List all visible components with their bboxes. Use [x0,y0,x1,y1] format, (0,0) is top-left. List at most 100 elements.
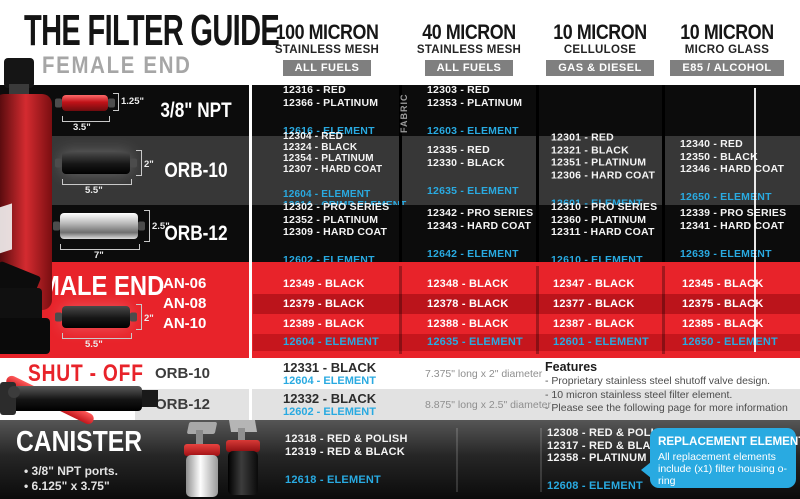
element-stripe: 12604 - ELEMENT 12635 - ELEMENT 12601 - … [253,334,800,351]
canister-body-black [228,451,258,495]
column-divider [536,85,539,262]
shutoff-parts-orb10: 12331 - BLACK 12604 - ELEMENT [283,360,377,388]
element-numbers: 12639 - ELEMENT [680,247,772,260]
parts-cell: 12302 - PRO SERIES 12352 - PLATINUM 1230… [283,188,389,279]
part-number: 12388 - BLACK [427,318,509,330]
column-micron-label: 40 MICRON [422,21,516,44]
orb12-filter-thumb [60,213,138,239]
column-divider [540,428,542,492]
callout-title: REPLACEMENT ELEMENTS [658,434,800,448]
part-numbers: 12339 - PRO SERIES 12341 - HARD COAT [680,207,787,232]
npt-filter-thumb [62,95,108,111]
female-end-heading: FEMALE END [42,52,192,79]
orb10-filter-thumb [62,152,130,174]
row-label-an10: AN-10 [163,315,207,332]
parts-cell: 12310 - PRO SERIES 12360 - PLATINUM 1231… [551,188,657,279]
length-dim-line [62,333,132,339]
parts-cell: 12342 - PRO SERIES 12343 - HARD COAT 126… [427,195,533,273]
part-number: 12387 - BLACK [553,318,635,330]
canister-cap-red [226,440,260,452]
an06-stripe: 12349 - BLACK 12348 - BLACK 12347 - BLAC… [253,274,800,294]
features-heading: Features [545,360,598,374]
column-divider [399,266,402,354]
shut-off-heading: SHUT - OFF [28,360,144,387]
column-micron-label: 10 MICRON [680,21,774,44]
element-number: 12601 - ELEMENT [553,336,649,348]
element-numbers: 12650 - ELEMENT [680,190,772,203]
parts-cell: 12316 - RED 12366 - PLATINUM 12616 - ELE… [283,72,378,150]
row-label: ORB-12 [164,221,228,245]
element-number: 12604 - ELEMENT [283,336,379,348]
element-numbers: 12603 - ELEMENT [427,124,519,137]
element-numbers: 12635 - ELEMENT [427,184,519,197]
column-divider [662,266,665,354]
element-number: 12602 - ELEMENT [283,406,376,418]
part-number: 12331 - BLACK [283,360,377,375]
canister-stem [196,430,203,446]
part-numbers: 12301 - RED 12321 - BLACK 12351 - PLATIN… [551,131,656,182]
column-divider [662,85,665,262]
height-dim: 1.25" [121,96,144,107]
length-dim: 3.5" [73,122,91,133]
length-dim-line [62,179,132,185]
column-media-label: MICRO GLASS [684,44,770,56]
filter-neck [9,84,29,96]
part-numbers: 12310 - PRO SERIES 12360 - PLATINUM 1231… [551,200,658,238]
male-end-section: MALE END AN-06 AN-08 AN-10 2" 5.5" 12349… [0,262,800,358]
height-dim-line [113,93,119,111]
part-numbers: 12335 - RED 12330 - BLACK [427,144,505,169]
parts-cell: 12340 - RED 12350 - BLACK 12346 - HARD C… [680,125,784,216]
length-dim: 7" [94,250,104,261]
shutoff-valve-photo [0,373,175,426]
part-numbers: 12318 - RED & POLISH 12319 - RED & BLACK [285,433,408,458]
part-number: 12347 - BLACK [553,278,635,290]
row-label: 3/8" NPT [160,98,232,122]
canister-heading: CANISTER [16,426,142,458]
fuel-badge: GAS & DIESEL [546,60,654,76]
part-number: 12375 - BLACK [682,298,764,310]
length-dim: 5.5" [85,185,103,196]
column-divider [536,266,539,354]
height-dim-line [144,210,150,242]
valve-tip [142,390,158,407]
element-numbers: 12616 - ELEMENT [283,124,375,137]
part-number: 12378 - BLACK [427,298,509,310]
column-micron-label: 10 MICRON [553,21,647,44]
row-label: ORB-10 [164,158,228,182]
column-media-label: STAINLESS MESH [274,44,380,56]
fuel-badge: ALL FUELS [282,60,372,76]
part-number: 12348 - BLACK [427,278,509,290]
part-numbers: 12342 - PRO SERIES 12343 - HARD COAT [427,207,534,232]
canister-body-silver [186,455,218,497]
column-header-40-micron: 40 MICRON STAINLESS MESH ALL FUELS [394,22,544,76]
element-number: 12604 - ELEMENT [283,375,376,387]
male-filter-thumb [62,306,130,328]
part-number: 12345 - BLACK [682,278,764,290]
part-number: 12377 - BLACK [553,298,635,310]
fitting-body [0,318,50,354]
part-numbers: 12340 - RED 12350 - BLACK 12346 - HARD C… [680,137,785,175]
part-number: 12389 - BLACK [283,318,365,330]
valve-pivot [8,386,20,398]
fuel-badge: ALL FUELS [424,60,514,76]
column-media-label: CELLULOSE [563,44,637,56]
column-divider [456,428,458,492]
part-number: 12385 - BLACK [682,318,764,330]
replacement-elements-callout: REPLACEMENT ELEMENTS All replacement ele… [641,428,800,488]
parts-cell: 12339 - PRO SERIES 12341 - HARD COAT 126… [680,195,786,273]
fuel-badge: E85 / ALCOHOL [670,60,784,76]
element-numbers: 12642 - ELEMENT [427,247,519,260]
parts-cell: 12335 - RED 12330 - BLACK 12635 - ELEMEN… [427,132,519,210]
page-title: THE FILTER GUIDE [24,6,280,55]
an08-stripe: 12379 - BLACK 12378 - BLACK 12377 - BLAC… [253,294,800,314]
canister-stem [238,428,245,442]
right-edge-rule [754,88,756,352]
row-label-orb10: ORB-10 [155,365,211,382]
element-numbers: 12608 - ELEMENT [547,479,643,492]
features-list: - Proprietary stainless steel shutoff va… [545,375,788,414]
length-dim-line [60,244,140,250]
parts-cell: 12318 - RED & POLISH 12319 - RED & BLACK… [285,421,408,499]
size-note-orb10: 7.375" long x 2" diameter [425,368,543,380]
row-label-an08: AN-08 [163,295,207,312]
